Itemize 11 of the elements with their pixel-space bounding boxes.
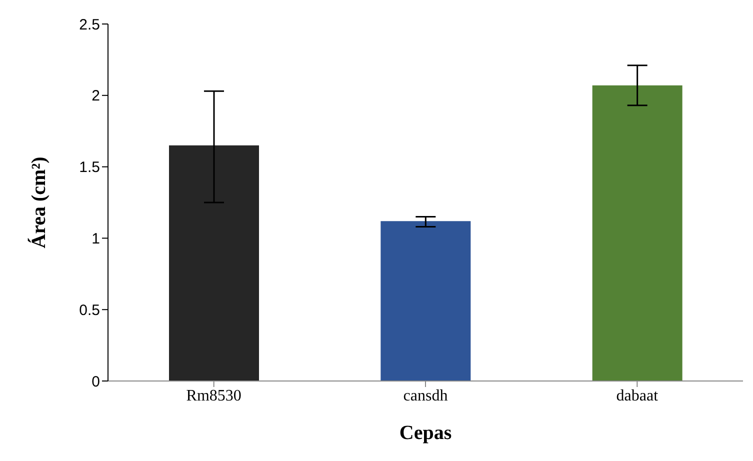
x-tick-label: dabaat [616,387,659,404]
y-tick-label: 1 [92,230,100,248]
y-tick-label: 0 [92,373,100,390]
y-tick-label: 2.5 [79,16,100,34]
y-tick-label: 0.5 [79,302,100,319]
y-axis-title: Área (cm²) [27,156,50,248]
x-tick-label: cansdh [403,387,448,404]
y-tick-label: 1.5 [79,159,100,176]
x-tick-label: Rm8530 [186,387,242,404]
y-tick-label: 2 [92,88,100,105]
x-axis-title: Cepas [399,422,452,444]
